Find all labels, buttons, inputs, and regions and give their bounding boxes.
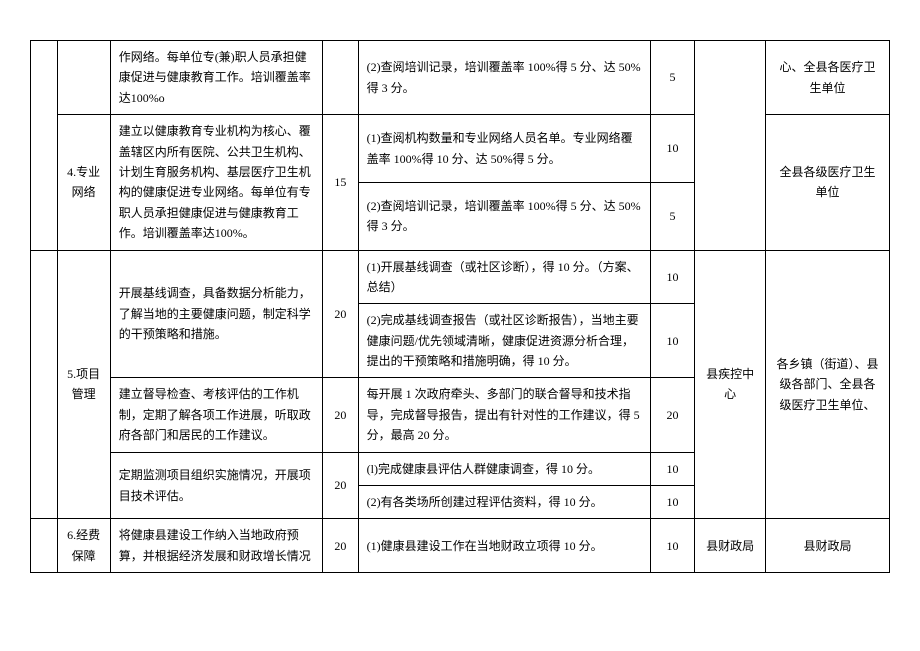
- score-cell: 10: [650, 250, 694, 304]
- score-cell: 20: [650, 378, 694, 452]
- org1-cell: 县疾控中心: [695, 250, 766, 519]
- blank-cell: [323, 41, 358, 115]
- criteria-cell: (2)查阅培训记录，培训覆盖率 100%得 5 分、达 50%得 3 分。: [358, 182, 650, 250]
- score-cell: 20: [323, 250, 358, 378]
- table-row: 6.经费保障 将健康县建设工作纳入当地政府预算，并根据经济发展和财政增长情况 2…: [31, 519, 890, 573]
- org2-cell: 各乡镇（街道）、县级各部门、全县各级医疗卫生单位、: [766, 250, 890, 519]
- org1-cell: [695, 41, 766, 251]
- score-cell: 10: [650, 519, 694, 573]
- desc-cell: 将健康县建设工作纳入当地政府预算，并根据经济发展和财政增长情况: [110, 519, 323, 573]
- score-cell: 15: [323, 115, 358, 250]
- criteria-cell: (1)开展基线调查（或社区诊断），得 10 分。（方案、总结）: [358, 250, 650, 304]
- table-row: 5.项目管理 开展基线调查，具备数据分析能力，了解当地的主要健康问题，制定科学的…: [31, 250, 890, 304]
- score-cell: 20: [323, 378, 358, 452]
- table-row: 作网络。每单位专(兼)职人员承担健康促进与健康教育工作。培训覆盖率达100%o …: [31, 41, 890, 115]
- criteria-cell: (l)完成健康县评估人群健康调查，得 10 分。: [358, 452, 650, 485]
- category-cell: 4.专业网络: [57, 115, 110, 250]
- desc-cell: 定期监测项目组织实施情况，开展项目技术评估。: [110, 452, 323, 519]
- criteria-cell: (1)查阅机构数量和专业网络人员名单。专业网络覆盖率 100%得 10 分、达 …: [358, 115, 650, 183]
- criteria-cell: (2)有各类场所创建过程评估资料，得 10 分。: [358, 486, 650, 519]
- score-cell: 20: [323, 452, 358, 519]
- org1-cell: 县财政局: [695, 519, 766, 573]
- score-cell: 10: [650, 115, 694, 183]
- criteria-cell: (2)完成基线调查报告（或社区诊断报告），当地主要健康问题/优先领域清晰，健康促…: [358, 304, 650, 378]
- criteria-cell: 每开展 1 次政府牵头、多部门的联合督导和技术指导，完成督导报告，提出有针对性的…: [358, 378, 650, 452]
- desc-cell: 开展基线调查，具备数据分析能力，了解当地的主要健康问题，制定科学的干预策略和措施…: [110, 250, 323, 378]
- desc-cell: 建立督导检查、考核评估的工作机制，定期了解各项工作进展，听取政府各部门和居民的工…: [110, 378, 323, 452]
- score-cell: 5: [650, 41, 694, 115]
- blank-cell: [31, 41, 58, 251]
- score-cell: 10: [650, 486, 694, 519]
- org2-cell: 心、全县各医疗卫生单位: [766, 41, 890, 115]
- blank-cell: [31, 250, 58, 519]
- category-cell: 5.项目管理: [57, 250, 110, 519]
- score-cell: 10: [650, 452, 694, 485]
- score-cell: 10: [650, 304, 694, 378]
- desc-cell: 作网络。每单位专(兼)职人员承担健康促进与健康教育工作。培训覆盖率达100%o: [110, 41, 323, 115]
- criteria-cell: (2)查阅培训记录，培训覆盖率 100%得 5 分、达 50%得 3 分。: [358, 41, 650, 115]
- score-cell: 20: [323, 519, 358, 573]
- org2-cell: 县财政局: [766, 519, 890, 573]
- blank-cell: [57, 41, 110, 115]
- criteria-cell: (1)健康县建设工作在当地财政立项得 10 分。: [358, 519, 650, 573]
- score-cell: 5: [650, 182, 694, 250]
- blank-cell: [31, 519, 58, 573]
- org2-cell: 全县各级医疗卫生单位: [766, 115, 890, 250]
- category-cell: 6.经费保障: [57, 519, 110, 573]
- desc-cell: 建立以健康教育专业机构为核心、覆盖辖区内所有医院、公共卫生机构、计划生育服务机构…: [110, 115, 323, 250]
